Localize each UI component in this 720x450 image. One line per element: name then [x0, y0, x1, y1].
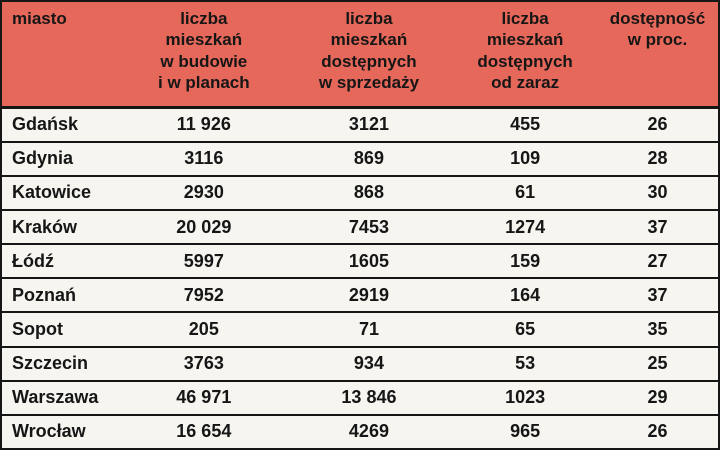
value-cell: 65: [453, 311, 597, 347]
table-body: Gdańsk 11 926 3121 455 26 Gdynia 3116 86…: [1, 105, 719, 449]
value-cell: 30: [596, 174, 719, 210]
value-cell: 109: [453, 140, 597, 176]
value-cell: 4269: [284, 413, 454, 449]
value-cell: 965: [453, 413, 597, 449]
city-cell: Wrocław: [1, 413, 124, 449]
value-cell: 3763: [123, 345, 285, 381]
city-cell: Warszawa: [1, 379, 124, 415]
table-row: Katowice 2930 868 61 30: [1, 174, 719, 210]
city-cell: Łódź: [1, 243, 124, 279]
value-cell: 7952: [123, 277, 285, 313]
value-cell: 868: [284, 174, 454, 210]
value-cell: 5997: [123, 243, 285, 279]
value-cell: 53: [453, 345, 597, 381]
value-cell: 934: [284, 345, 454, 381]
value-cell: 46 971: [123, 379, 285, 415]
column-header-in-construction: liczba mieszkań w budowie i w planach: [123, 1, 285, 107]
column-header-availability-pct: dostępność w proc.: [596, 1, 719, 107]
value-cell: 61: [453, 174, 597, 210]
value-cell: 1023: [453, 379, 597, 415]
table-row: Gdynia 3116 869 109 28: [1, 140, 719, 176]
table-row: Gdańsk 11 926 3121 455 26: [1, 105, 719, 142]
table-row: Łódź 5997 1605 159 27: [1, 243, 719, 279]
value-cell: 7453: [284, 208, 454, 245]
table-row: Wrocław 16 654 4269 965 26: [1, 413, 719, 449]
column-header-for-sale: liczba mieszkań dostępnych w sprzedaży: [284, 1, 454, 107]
table-row: Szczecin 3763 934 53 25: [1, 345, 719, 381]
value-cell: 2930: [123, 174, 285, 210]
value-cell: 28: [596, 140, 719, 176]
value-cell: 16 654: [123, 413, 285, 449]
value-cell: 205: [123, 311, 285, 347]
value-cell: 13 846: [284, 379, 454, 415]
value-cell: 869: [284, 140, 454, 176]
city-cell: Sopot: [1, 311, 124, 347]
city-cell: Katowice: [1, 174, 124, 210]
value-cell: 3121: [284, 105, 454, 142]
table-row: Kraków 20 029 7453 1274 37: [1, 208, 719, 245]
value-cell: 26: [596, 105, 719, 142]
value-cell: 71: [284, 311, 454, 347]
table-header: miasto liczba mieszkań w budowie i w pla…: [1, 1, 719, 107]
column-header-city: miasto: [1, 1, 124, 107]
table-row: Warszawa 46 971 13 846 1023 29: [1, 379, 719, 415]
column-header-available-now: liczba mieszkań dostępnych od zaraz: [453, 1, 597, 107]
value-cell: 25: [596, 345, 719, 381]
value-cell: 1274: [453, 208, 597, 245]
value-cell: 11 926: [123, 105, 285, 142]
value-cell: 3116: [123, 140, 285, 176]
value-cell: 37: [596, 208, 719, 245]
city-cell: Gdynia: [1, 140, 124, 176]
value-cell: 164: [453, 277, 597, 313]
city-cell: Kraków: [1, 208, 124, 245]
city-cell: Szczecin: [1, 345, 124, 381]
value-cell: 20 029: [123, 208, 285, 245]
value-cell: 159: [453, 243, 597, 279]
value-cell: 35: [596, 311, 719, 347]
value-cell: 1605: [284, 243, 454, 279]
value-cell: 2919: [284, 277, 454, 313]
city-cell: Gdańsk: [1, 105, 124, 142]
city-cell: Poznań: [1, 277, 124, 313]
value-cell: 26: [596, 413, 719, 449]
table-row: Sopot 205 71 65 35: [1, 311, 719, 347]
header-row: miasto liczba mieszkań w budowie i w pla…: [1, 1, 719, 107]
value-cell: 455: [453, 105, 597, 142]
value-cell: 27: [596, 243, 719, 279]
value-cell: 29: [596, 379, 719, 415]
table-row: Poznań 7952 2919 164 37: [1, 277, 719, 313]
value-cell: 37: [596, 277, 719, 313]
